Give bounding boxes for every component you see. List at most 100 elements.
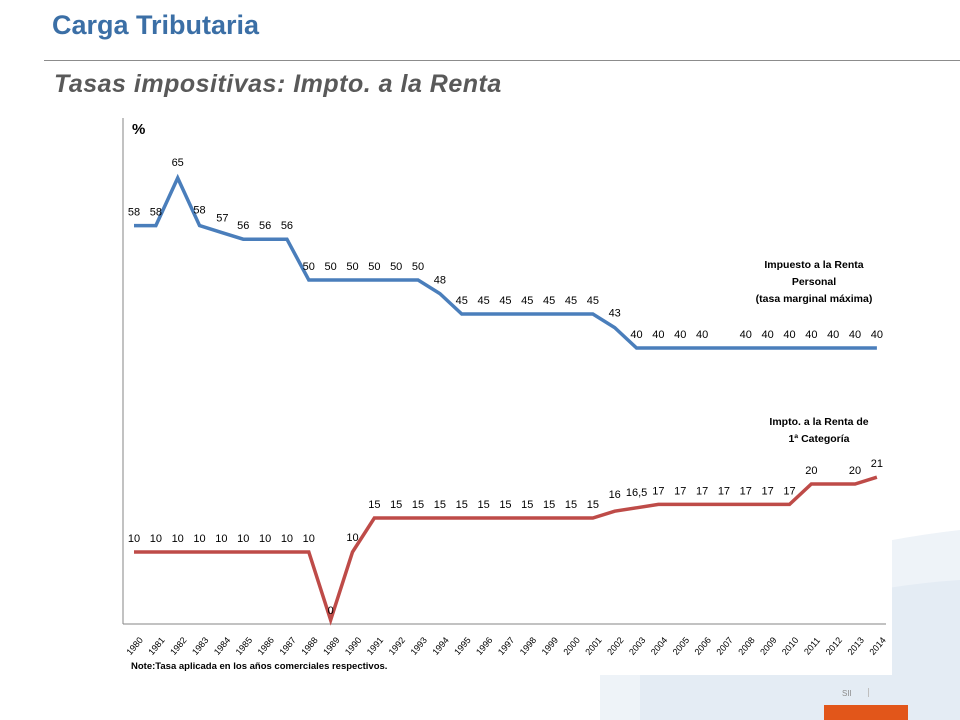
data-label: 15 xyxy=(587,499,599,511)
x-tick-label: 2011 xyxy=(802,635,822,656)
x-tick-label: 1981 xyxy=(146,635,167,657)
x-tick-label: 1987 xyxy=(277,635,298,657)
data-label: 40 xyxy=(630,329,642,341)
x-tick-labels: 1980 1981 1982 1983 1984 1985 1986 1987 1988 1989… xyxy=(124,635,887,657)
data-label: 17 xyxy=(783,485,795,497)
data-label: 15 xyxy=(456,499,468,511)
x-tick-label: 1999 xyxy=(540,635,561,657)
x-tick-label: 2007 xyxy=(714,635,735,657)
data-label: 45 xyxy=(543,295,555,307)
data-label: 40 xyxy=(827,329,839,341)
x-tick-label: 2014 xyxy=(867,635,888,657)
x-tick-label: 2000 xyxy=(561,635,582,657)
x-tick-label: 2010 xyxy=(780,635,801,657)
x-tick-label: 2013 xyxy=(845,635,866,657)
data-label: 40 xyxy=(696,329,708,341)
x-tick-label: 1985 xyxy=(234,635,255,657)
data-label: 56 xyxy=(237,220,249,232)
series-name-labels: Impuesto a la Renta Personal (tasa margina… xyxy=(756,259,873,445)
data-label: 45 xyxy=(477,295,489,307)
data-label: 10 xyxy=(303,533,315,545)
footer-label: SII xyxy=(842,689,852,698)
series-name-label: Personal xyxy=(792,276,836,288)
data-label: 56 xyxy=(259,220,271,232)
x-tick-label: 1997 xyxy=(496,635,517,657)
data-label: 21 xyxy=(871,458,883,470)
data-label: 0 xyxy=(328,605,334,617)
data-label: 40 xyxy=(674,329,686,341)
data-label: 17 xyxy=(740,485,752,497)
data-label: 56 xyxy=(281,220,293,232)
data-label: 16 xyxy=(609,489,621,501)
title-divider xyxy=(44,60,960,61)
data-label: 15 xyxy=(543,499,555,511)
x-tick-label: 2008 xyxy=(736,635,757,657)
series-name-label: Impuesto a la Renta xyxy=(764,259,863,271)
data-label: 45 xyxy=(587,295,599,307)
data-label: 58 xyxy=(150,207,162,219)
data-label: 40 xyxy=(762,329,774,341)
series-group: 58 58 65 58 57 56 56 56 50 50 50 50 50 50 48 45 45 45 45 45… xyxy=(128,157,883,626)
data-label: 40 xyxy=(740,329,752,341)
x-tick-label: 2012 xyxy=(824,635,845,657)
data-label: 17 xyxy=(652,485,664,497)
chart-panel: % 1980 1981 1982 1983 1984 1985 1986 1987 1988 19… xyxy=(111,104,892,675)
chart-note: Note:Tasa aplicada en los años comercial… xyxy=(131,661,387,672)
data-label: 10 xyxy=(193,533,205,545)
data-label: 50 xyxy=(390,261,402,273)
data-label: 65 xyxy=(172,157,184,169)
data-label: 15 xyxy=(477,499,489,511)
footer-accent-bar xyxy=(824,705,908,720)
y-axis-label: % xyxy=(132,121,145,138)
x-tick-label: 1988 xyxy=(299,635,320,657)
data-label: 15 xyxy=(434,499,446,511)
data-label: 50 xyxy=(368,261,380,273)
data-label: 40 xyxy=(849,329,861,341)
data-label: 10 xyxy=(172,533,184,545)
data-label: 40 xyxy=(652,329,664,341)
data-label: 50 xyxy=(303,261,315,273)
data-label: 48 xyxy=(434,275,446,287)
data-label: 50 xyxy=(346,261,358,273)
series-name-label: Impto. a la Renta de xyxy=(769,416,868,428)
x-tick-label: 1986 xyxy=(256,635,277,657)
page-subtitle: Tasas impositivas: Impto. a la Renta xyxy=(54,70,502,98)
data-label: 20 xyxy=(849,465,861,477)
x-tick-label: 2003 xyxy=(627,635,648,657)
x-tick-label: 2005 xyxy=(671,635,692,657)
data-label: 50 xyxy=(325,261,337,273)
x-tick-label: 1984 xyxy=(212,635,233,657)
series-line-categoria xyxy=(134,475,878,626)
series-name-label: (tasa marginal máxima) xyxy=(756,293,873,305)
data-label: 15 xyxy=(521,499,533,511)
x-tick-label: 1992 xyxy=(387,635,408,657)
x-tick-label: 1989 xyxy=(321,635,342,657)
data-label: 10 xyxy=(346,532,358,544)
data-label: 50 xyxy=(412,261,424,273)
footer-separator xyxy=(868,688,869,697)
data-label: 45 xyxy=(499,295,511,307)
series-line-personal xyxy=(134,173,877,350)
x-tick-label: 1982 xyxy=(168,635,189,657)
data-label: 10 xyxy=(281,533,293,545)
x-tick-label: 1994 xyxy=(430,635,451,657)
data-label: 17 xyxy=(718,485,730,497)
data-label: 40 xyxy=(871,329,883,341)
x-tick-label: 2004 xyxy=(649,635,670,657)
data-label: 15 xyxy=(499,499,511,511)
x-tick-label: 1991 xyxy=(365,635,386,657)
x-tick-label: 2006 xyxy=(693,635,714,657)
data-label: 45 xyxy=(565,295,577,307)
data-label: 17 xyxy=(762,485,774,497)
x-tick-label: 2002 xyxy=(605,635,626,657)
data-label: 15 xyxy=(565,499,577,511)
line-chart: % 1980 1981 1982 1983 1984 1985 1986 1987 1988 19… xyxy=(122,118,888,672)
x-tick-label: 2001 xyxy=(583,635,604,657)
data-label: 15 xyxy=(412,499,424,511)
data-label: 20 xyxy=(805,465,817,477)
data-label: 45 xyxy=(456,295,468,307)
data-label: 40 xyxy=(805,329,817,341)
x-tick-label: 1983 xyxy=(190,635,211,657)
data-label: 17 xyxy=(674,485,686,497)
x-tick-label: 1998 xyxy=(518,635,539,657)
